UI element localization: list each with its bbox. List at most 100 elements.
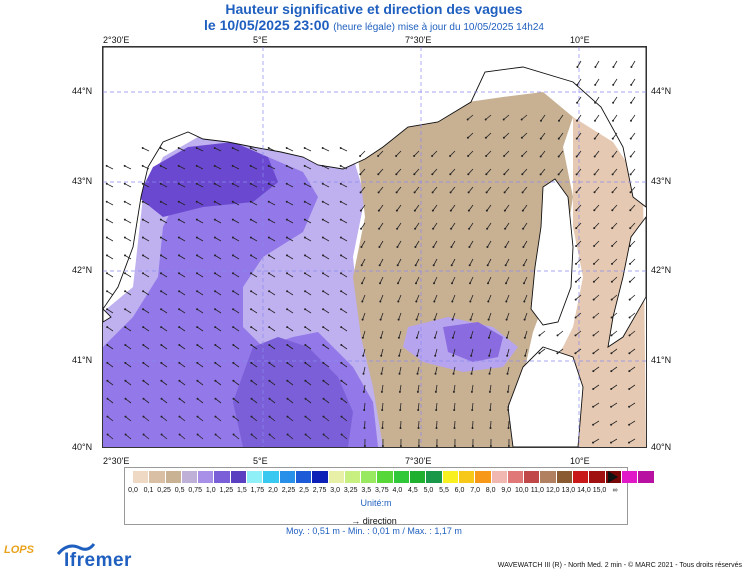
direction-arrow-head (196, 397, 199, 400)
update-info: (heure légale) mise à jour du 10/05/2025… (333, 22, 544, 33)
colorbar-tick-label: 0,25 (157, 487, 171, 494)
direction-arrow-head (395, 209, 398, 212)
direction-arrow (611, 330, 618, 336)
lon-label-top-1: 2°30'E (103, 35, 130, 45)
direction-arrow-head (124, 344, 127, 346)
direction-arrow-head (507, 445, 510, 447)
direction-arrow-head (124, 308, 127, 311)
direction-arrow (415, 294, 420, 302)
direction-arrow-head (362, 372, 365, 375)
direction-arrow-head (453, 445, 456, 447)
direction-arrow (577, 60, 582, 68)
direction-arrow-head (141, 236, 144, 239)
direction-arrow-head (628, 316, 631, 319)
direction-arrow (377, 150, 384, 157)
direction-arrow (232, 308, 240, 314)
ifremer-logo[interactable]: Ifremer (64, 550, 132, 571)
direction-arrow (340, 290, 348, 296)
direction-arrow (125, 380, 132, 386)
direction-arrow (453, 384, 456, 392)
direction-arrow (488, 312, 492, 320)
direction-arrow (106, 290, 114, 296)
direction-arrow (142, 290, 150, 296)
direction-arrow (107, 416, 114, 422)
direction-arrow-head (629, 245, 632, 247)
direction-arrow-head (214, 272, 216, 275)
direction-arrow (628, 438, 636, 443)
direction-arrow (142, 272, 150, 278)
direction-arrow-head (123, 218, 126, 221)
direction-arrow (360, 186, 366, 193)
direction-arrow-head (449, 209, 452, 212)
direction-arrow (379, 258, 384, 266)
direction-arrow-head (539, 137, 542, 140)
direction-arrow-head (522, 227, 525, 230)
lon-label-top-2: 5°E (253, 35, 268, 45)
direction-arrow (251, 380, 258, 386)
direction-arrow (575, 276, 582, 283)
direction-arrow (487, 240, 492, 248)
direction-arrow-head (250, 254, 252, 257)
direction-arrow (268, 183, 276, 188)
direction-arrow-head (267, 200, 270, 203)
colorbar-swatch (540, 471, 557, 483)
direction-arrow-head (160, 308, 163, 311)
direction-arrow (232, 201, 240, 206)
direction-arrow-head (304, 308, 307, 311)
direction-arrow-head (488, 372, 491, 375)
direction-arrow (485, 150, 492, 157)
direction-arrow-head (629, 191, 632, 194)
direction-arrow-head (523, 300, 526, 303)
direction-arrow (161, 416, 168, 422)
direction-arrow (143, 344, 150, 350)
direction-arrow-head (610, 405, 613, 408)
direction-arrow-head (213, 236, 216, 239)
direction-arrow (396, 204, 402, 211)
direction-arrow-head (630, 101, 633, 104)
direction-arrow-head (521, 209, 524, 212)
direction-arrow-head (611, 155, 614, 158)
direction-arrow-head (141, 164, 144, 167)
lops-logo[interactable]: LOPS (4, 544, 34, 556)
direction-arrow-head (286, 272, 288, 275)
colorbar-tick-label: 2,5 (299, 487, 309, 494)
direction-arrow-head (397, 318, 400, 321)
direction-arrow (323, 398, 330, 404)
direction-arrow-head (141, 182, 144, 185)
direction-arrow-head (178, 433, 181, 436)
direction-arrow (523, 240, 528, 248)
direction-arrow (232, 183, 240, 188)
direction-arrow-head (339, 164, 342, 167)
direction-arrow (398, 312, 402, 320)
direction-arrow (630, 186, 636, 193)
direction-arrow (489, 402, 492, 411)
direction-arrow-head (286, 290, 289, 293)
direction-arrow (178, 201, 186, 206)
direction-arrow-head (304, 415, 307, 418)
direction-arrow (196, 147, 204, 152)
direction-arrow-head (340, 290, 343, 293)
direction-arrow (486, 222, 492, 230)
direction-arrow-head (360, 246, 363, 248)
direction-arrow (540, 150, 546, 157)
direction-arrow-head (610, 352, 613, 355)
direction-arrow-head (340, 397, 343, 400)
direction-arrow (611, 258, 618, 265)
direction-arrow (380, 312, 384, 320)
colorbar-tick-label: 8,0 (485, 487, 496, 494)
direction-arrow-head (484, 136, 487, 139)
direction-arrow (125, 344, 132, 350)
lon-label-top-3: 7°30'E (405, 35, 432, 45)
direction-arrow-head (378, 246, 381, 248)
direction-arrow-head (304, 272, 306, 275)
direction-arrow-head (268, 344, 271, 346)
direction-arrow-head (629, 173, 632, 176)
direction-arrow-head (415, 282, 417, 285)
direction-arrow (469, 294, 474, 302)
direction-arrow-head (434, 372, 437, 375)
direction-arrow (417, 402, 420, 411)
direction-arrow-head (592, 298, 595, 301)
direction-arrow (124, 290, 132, 296)
direction-arrow (363, 402, 366, 411)
direction-arrow (363, 384, 366, 392)
